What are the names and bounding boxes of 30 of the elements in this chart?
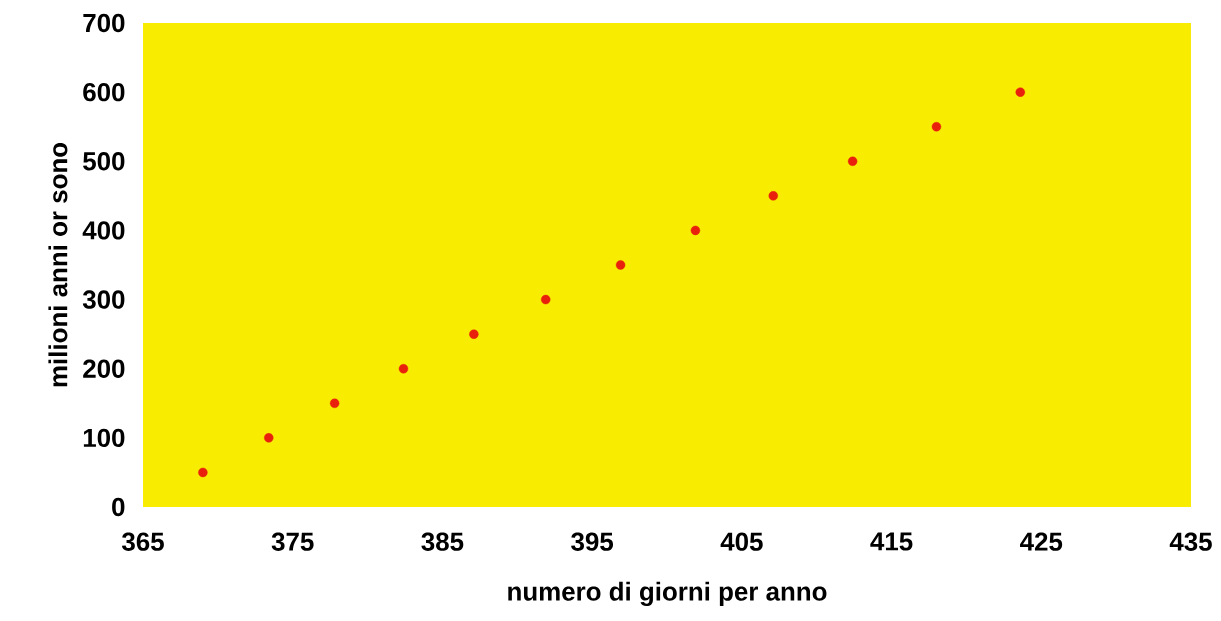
y-tick-label: 700 [83,13,125,33]
point [541,294,551,305]
y-tick-label: 0 [112,497,125,517]
point [690,225,701,236]
y-tick-label: 400 [82,221,125,240]
y-tick-label: 300 [82,290,125,309]
point [931,122,942,132]
x-tick-label: 415 [870,532,913,551]
x-tick-label: 425 [1020,532,1063,551]
point [768,191,778,201]
point [329,398,340,408]
point [1015,87,1025,97]
point [847,156,858,166]
y-tick-label: 200 [83,359,125,378]
y-tick-label: 500 [83,152,125,171]
x-axis-title: numero di giorni per anno [508,581,827,606]
x-tick-label: 365 [121,532,164,551]
x-tick-label: 375 [271,532,314,551]
x-tick-label: 395 [571,532,614,551]
point [198,467,208,478]
point [469,329,479,339]
point [398,364,409,374]
point [615,260,626,270]
point [264,433,274,443]
y-tick-label: 600 [83,82,125,102]
y-axis-title: milioni anni or sono [48,142,68,387]
x-tick-label: 385 [421,532,464,551]
x-tick-label: 435 [1169,532,1212,551]
x-tick-label: 405 [720,532,763,551]
y-tick-label: 100 [83,428,125,448]
